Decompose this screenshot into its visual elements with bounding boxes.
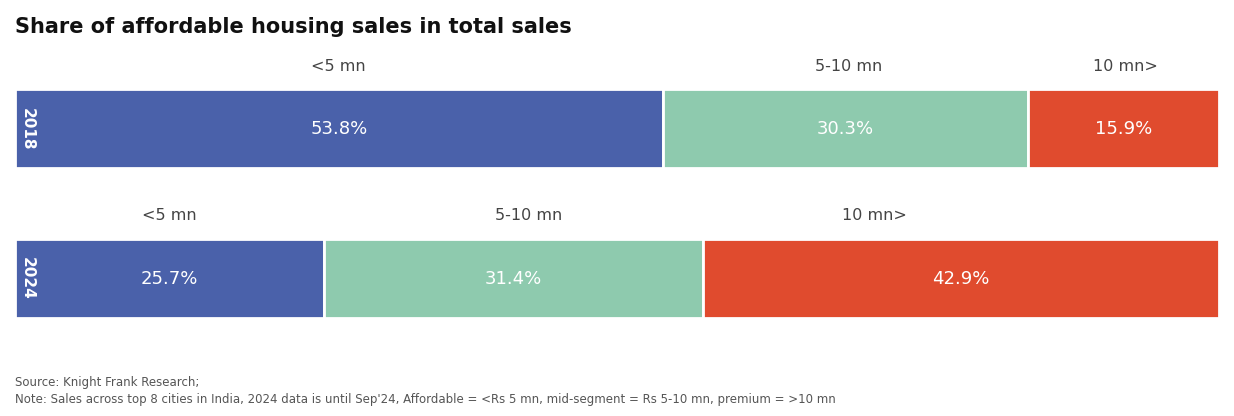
- Bar: [663, 89, 1028, 168]
- Bar: [1028, 89, 1219, 168]
- Text: 42.9%: 42.9%: [932, 270, 990, 288]
- Text: <5 mn: <5 mn: [142, 208, 197, 223]
- Text: Source: Knight Frank Research;
Note: Sales across top 8 cities in India, 2024 da: Source: Knight Frank Research; Note: Sal…: [15, 376, 835, 406]
- Bar: [15, 89, 663, 168]
- Text: 2018: 2018: [20, 108, 35, 150]
- Text: 5-10 mn: 5-10 mn: [496, 208, 563, 223]
- Text: <5 mn: <5 mn: [311, 59, 366, 74]
- Bar: [702, 239, 1219, 318]
- Bar: [15, 239, 325, 318]
- Text: 10 mn>: 10 mn>: [843, 208, 907, 223]
- Text: 25.7%: 25.7%: [141, 270, 199, 288]
- Text: 53.8%: 53.8%: [310, 120, 368, 138]
- Text: 30.3%: 30.3%: [817, 120, 874, 138]
- Text: 5-10 mn: 5-10 mn: [814, 59, 882, 74]
- Text: 10 mn>: 10 mn>: [1093, 59, 1157, 74]
- Text: 31.4%: 31.4%: [485, 270, 542, 288]
- Text: Share of affordable housing sales in total sales: Share of affordable housing sales in tot…: [15, 17, 571, 37]
- Text: 2024: 2024: [20, 258, 35, 300]
- Text: 15.9%: 15.9%: [1095, 120, 1153, 138]
- Bar: [325, 239, 702, 318]
